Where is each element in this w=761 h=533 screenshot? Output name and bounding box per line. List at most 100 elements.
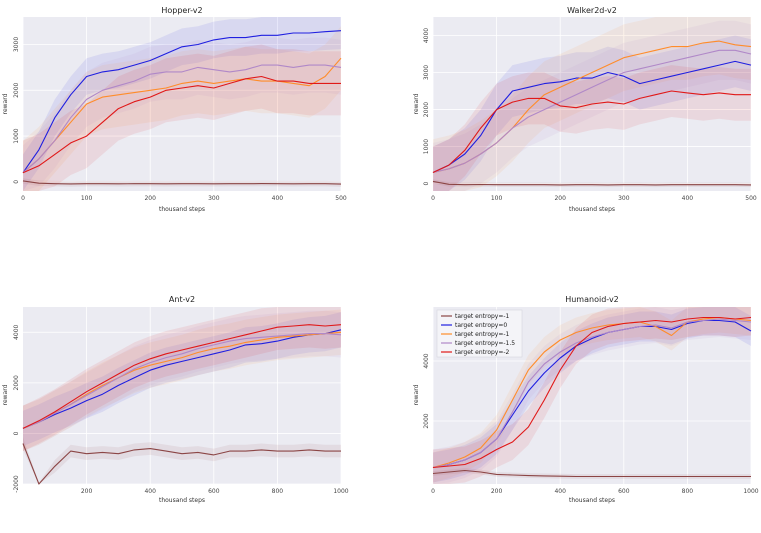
series-line [432, 60, 752, 173]
series-line [432, 316, 752, 469]
y-tick-label: 1000 [13, 128, 20, 143]
panel-humanoid: Humanoid-v2 0 200 400 600 800 1000 2000 4000 t… [413, 295, 759, 504]
legend-label: target entropy=-1 [455, 313, 510, 320]
x-axis-label: thousand steps [569, 206, 615, 213]
x-tick-label: 400 [682, 195, 694, 202]
y-tick-label: 2000 [423, 102, 430, 117]
series-band [23, 437, 341, 484]
series-lines [22, 30, 342, 185]
y-tick-label: 2000 [13, 82, 20, 97]
x-tick-label: 100 [81, 195, 93, 202]
y-tick-labels: 2000 4000 [423, 353, 430, 428]
y-tick-label: 3000 [13, 37, 20, 52]
series-band [433, 35, 751, 191]
panel-title: Walker2d-v2 [567, 6, 617, 15]
y-axis-label: reward [2, 384, 9, 405]
x-tick-label: 0 [21, 195, 25, 202]
x-tick-label: 0 [431, 195, 435, 202]
x-tick-label: 600 [618, 488, 630, 495]
series-line [22, 324, 342, 429]
x-tick-label: 100 [491, 195, 503, 202]
y-tick-label: 1000 [423, 139, 430, 154]
x-tick-label: 300 [618, 195, 630, 202]
x-tick-label: 1000 [333, 488, 348, 495]
series-lines [432, 316, 752, 478]
plot-area [23, 17, 341, 191]
series-band [433, 65, 751, 191]
panel-title: Ant-v2 [169, 295, 195, 304]
panel-hopper: Hopper-v2 0 100 200 300 400 500 0 1000 2000 3000… [2, 6, 347, 213]
y-axis-label: reward [413, 384, 420, 405]
x-tick-label: 200 [554, 195, 566, 202]
series-band [23, 309, 341, 452]
y-tick-label: 0 [13, 180, 20, 184]
legend: target entropy=-1 target entropy=0 targe… [436, 309, 523, 358]
series-lines [22, 324, 342, 485]
y-axis-label: reward [2, 93, 9, 114]
x-tick-label: 200 [144, 195, 156, 202]
y-tick-label: 4000 [423, 28, 430, 43]
series-line [22, 30, 342, 174]
series-line [432, 316, 752, 469]
y-tick-labels: 0 1000 2000 3000 [13, 37, 20, 184]
x-tick-label: 800 [682, 488, 694, 495]
confidence-bands [23, 307, 341, 484]
y-tick-label: -2000 [13, 475, 20, 493]
y-tick-label: 4000 [13, 324, 20, 339]
x-tick-labels: 200 400 600 800 1000 [81, 488, 349, 495]
gridlines [432, 17, 752, 191]
y-tick-label: 3000 [423, 65, 430, 80]
x-tick-label: 300 [208, 195, 220, 202]
gridlines [432, 307, 752, 484]
series-line [22, 180, 342, 185]
series-band [23, 37, 341, 191]
panel-title: Hopper-v2 [161, 6, 202, 15]
legend-label: target entropy=-1.5 [455, 340, 515, 347]
y-tick-labels: -2000 0 2000 4000 [13, 324, 20, 492]
y-axis-label: reward [413, 93, 420, 114]
x-axis-label: thousand steps [159, 206, 205, 213]
y-tick-labels: 0 1000 2000 3000 4000 [423, 28, 430, 186]
series-band [433, 20, 751, 192]
series-band [23, 307, 341, 452]
panel-ant: Ant-v2 200 400 600 800 1000 -2000 0 2000 4000 t… [2, 295, 349, 504]
series-line [22, 75, 341, 174]
series-line [432, 90, 751, 173]
series-line [22, 57, 342, 174]
x-tick-label: 800 [272, 488, 284, 495]
legend-entry: target entropy=-1 [441, 313, 510, 320]
x-tick-labels: 0 200 400 600 800 1000 [431, 488, 759, 495]
series-band [23, 17, 341, 191]
gridlines [23, 307, 342, 485]
legend-entry: target entropy=-1.5 [441, 340, 515, 347]
series-band [23, 310, 341, 452]
x-axis-label: thousand steps [569, 497, 615, 504]
legend-label: target entropy=-1 [455, 331, 510, 338]
panel-walker2d: Walker2d-v2 0 100 200 300 400 500 0 1000 2000 30… [413, 6, 757, 213]
series-line [22, 64, 342, 174]
x-tick-label: 200 [81, 488, 93, 495]
x-tick-label: 500 [335, 195, 347, 202]
legend-entry: target entropy=0 [441, 322, 507, 329]
legend-label: target entropy=0 [455, 322, 507, 329]
series-lines [432, 40, 752, 186]
y-tick-label: 2000 [13, 375, 20, 390]
y-tick-label: 4000 [423, 353, 430, 368]
legend-entry: target entropy=-1 [441, 331, 510, 338]
x-tick-label: 500 [745, 195, 757, 202]
x-tick-label: 400 [144, 488, 156, 495]
legend-entry: target entropy=-2 [441, 349, 510, 356]
x-tick-label: 1000 [743, 488, 758, 495]
series-line [22, 333, 342, 429]
series-line [22, 443, 341, 485]
x-tick-label: 0 [431, 488, 435, 495]
x-tick-label: 600 [208, 488, 220, 495]
x-tick-label: 200 [491, 488, 503, 495]
series-band [23, 178, 341, 187]
y-tick-label: 2000 [423, 413, 430, 428]
x-tick-label: 400 [554, 488, 566, 495]
series-band [23, 312, 341, 447]
y-tick-label: 0 [13, 431, 20, 435]
x-tick-label: 400 [272, 195, 284, 202]
